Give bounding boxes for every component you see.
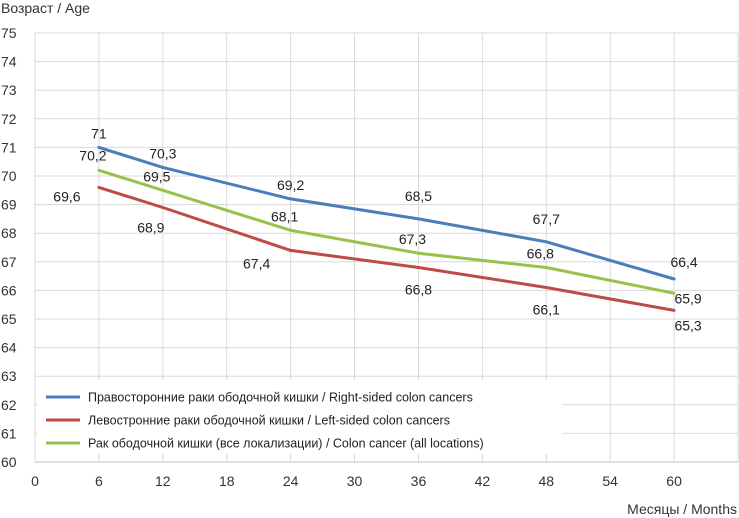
y-tick-label: 63 (1, 368, 17, 384)
x-tick-label: 30 (347, 473, 363, 489)
data-label: 68,9 (137, 219, 164, 235)
x-tick-label: 60 (666, 473, 682, 489)
x-tick-label: 36 (411, 473, 427, 489)
x-tick-label: 0 (31, 473, 39, 489)
x-tick-label: 42 (475, 473, 491, 489)
y-tick-label: 66 (1, 282, 17, 298)
y-tick-label: 64 (1, 340, 17, 356)
y-tick-label: 75 (1, 25, 17, 41)
data-label: 66,8 (527, 246, 554, 262)
x-tick-label: 18 (219, 473, 235, 489)
data-label: 69,5 (143, 168, 170, 184)
data-label: 66,8 (405, 282, 432, 298)
x-tick-label: 6 (95, 473, 103, 489)
data-label: 67,7 (533, 211, 560, 227)
data-label: 70,2 (79, 147, 106, 163)
y-tick-label: 72 (1, 111, 17, 127)
x-tick-label: 54 (602, 473, 618, 489)
legend-box (38, 380, 563, 454)
data-label: 67,3 (399, 231, 426, 247)
data-label: 66,4 (670, 254, 697, 270)
y-tick-label: 69 (1, 197, 17, 213)
data-labels: 71 70,3 69,2 68,5 67,7 66,4 69,6 68,9 67,4 66,8 66… (53, 125, 702, 333)
data-label: 69,6 (53, 188, 80, 204)
legend: Правосторонние раки ободочной кишки / Ri… (38, 380, 563, 454)
y-tick-label: 62 (1, 397, 17, 413)
legend-label-all-locations: Рак ободочной кишки (все локализации) / … (88, 437, 484, 451)
y-tick-label: 65 (1, 311, 17, 327)
data-label: 66,1 (533, 302, 560, 318)
data-label: 65,9 (674, 290, 701, 306)
series-line-left-sided (97, 185, 676, 312)
data-label: 70,3 (149, 145, 176, 161)
y-tick-label: 68 (1, 225, 17, 241)
y-tick-label: 73 (1, 82, 17, 98)
data-label: 65,3 (674, 317, 701, 333)
series-line-all-locations (97, 168, 676, 295)
x-axis-title: Месяцы / Months (627, 501, 737, 517)
x-tick-label: 12 (155, 473, 171, 489)
data-label: 71 (91, 125, 107, 141)
data-label: 69,2 (277, 177, 304, 193)
axes: 60 61 62 63 64 65 66 67 68 69 70 71 72 73 74 75 0 6 12 18 24… (1, 25, 738, 489)
y-tick-label: 70 (1, 168, 17, 184)
series-lines (97, 145, 676, 312)
y-axis-title: Возраст / Age (1, 0, 90, 16)
legend-label-right-sided: Правосторонние раки ободочной кишки / Ri… (88, 391, 473, 405)
y-tick-label: 71 (1, 139, 17, 155)
x-tick-label: 48 (538, 473, 554, 489)
x-tick-label: 24 (283, 473, 299, 489)
data-label: 67,4 (243, 255, 270, 271)
data-label: 68,5 (405, 188, 432, 204)
y-tick-label: 60 (1, 454, 17, 470)
data-label: 68,1 (271, 208, 298, 224)
y-tick-label: 74 (1, 54, 17, 70)
legend-label-left-sided: Левостронние раки ободочной кишки / Left… (88, 414, 450, 428)
y-tick-label: 67 (1, 254, 17, 270)
y-tick-label: 61 (1, 425, 17, 441)
series-line-right-sided (97, 145, 676, 281)
